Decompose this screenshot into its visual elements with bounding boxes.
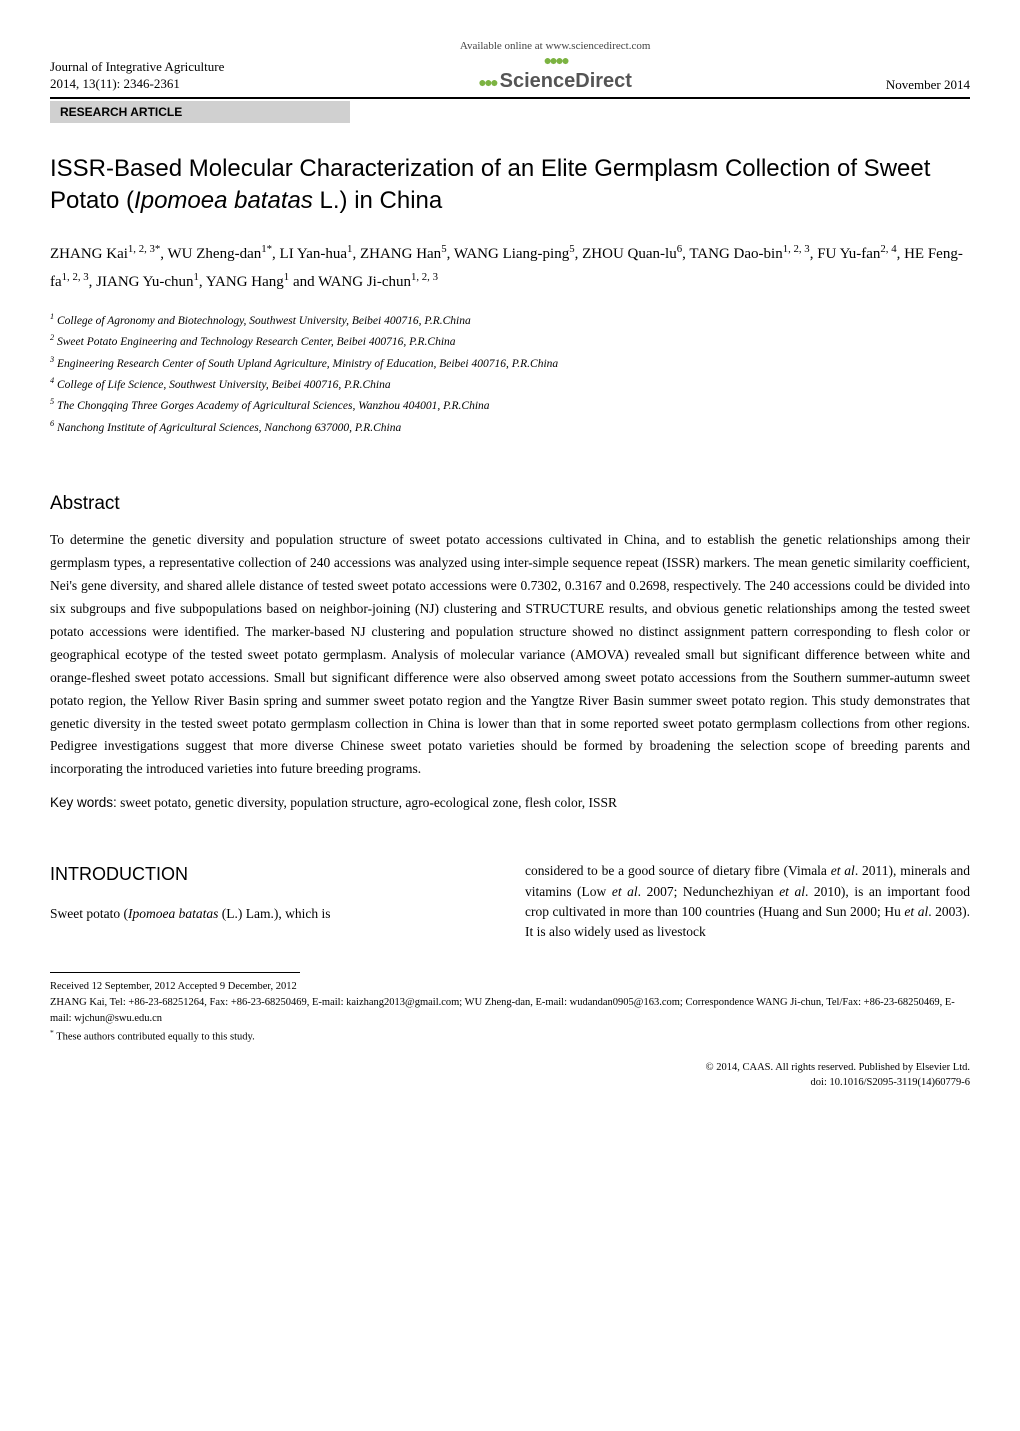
- affiliation: 6 Nanchong Institute of Agricultural Sci…: [50, 417, 970, 438]
- journal-issue: 2014, 13(11): 2346-2361: [50, 76, 224, 93]
- page-header: Journal of Integrative Agriculture 2014,…: [50, 40, 970, 99]
- received-accepted: Received 12 September, 2012 Accepted 9 D…: [50, 979, 970, 995]
- affiliation: 3 Engineering Research Center of South U…: [50, 353, 970, 374]
- journal-info: Journal of Integrative Agriculture 2014,…: [50, 59, 224, 93]
- intro-left-column: INTRODUCTION Sweet potato (Ipomoea batat…: [50, 811, 495, 942]
- abstract-text: To determine the genetic diversity and p…: [50, 529, 970, 781]
- abstract-heading: Abstract: [50, 493, 970, 515]
- keywords-text: sweet potato, genetic diversity, populat…: [117, 795, 617, 810]
- keywords-line: Key words: sweet potato, genetic diversi…: [50, 795, 970, 811]
- issue-date: November 2014: [886, 77, 970, 93]
- copyright-block: © 2014, CAAS. All rights reserved. Publi…: [50, 1061, 970, 1090]
- available-online-text: Available online at www.sciencedirect.co…: [224, 40, 886, 52]
- affiliation: 1 College of Agronomy and Biotechnology,…: [50, 310, 970, 331]
- sciencedirect-label: ScienceDirect: [500, 70, 632, 92]
- journal-name: Journal of Integrative Agriculture: [50, 59, 224, 76]
- correspondence-info: ZHANG Kai, Tel: +86-23-68251264, Fax: +8…: [50, 995, 970, 1027]
- doi-line: doi: 10.1016/S2095-3119(14)60779-6: [50, 1076, 970, 1091]
- intro-paragraph-right: considered to be a good source of dietar…: [525, 861, 970, 942]
- affiliation: 2 Sweet Potato Engineering and Technolog…: [50, 331, 970, 352]
- intro-paragraph-left: Sweet potato (Ipomoea batatas (L.) Lam.)…: [50, 904, 495, 924]
- equal-contribution-note: * These authors contributed equally to t…: [50, 1027, 970, 1045]
- author-list: ZHANG Kai1, 2, 3*, WU Zheng-dan1*, LI Ya…: [50, 240, 970, 296]
- copyright-line: © 2014, CAAS. All rights reserved. Publi…: [50, 1061, 970, 1076]
- sciencedirect-block: Available online at www.sciencedirect.co…: [224, 40, 886, 93]
- article-title: ISSR-Based Molecular Characterization of…: [50, 153, 970, 218]
- article-type-badge: RESEARCH ARTICLE: [50, 101, 350, 123]
- affiliations-block: 1 College of Agronomy and Biotechnology,…: [50, 310, 970, 438]
- footer-block: Received 12 September, 2012 Accepted 9 D…: [50, 979, 970, 1045]
- footer-divider: [50, 972, 300, 979]
- affiliation: 5 The Chongqing Three Gorges Academy of …: [50, 395, 970, 416]
- keywords-label: Key words:: [50, 795, 117, 810]
- intro-right-column: considered to be a good source of dietar…: [525, 811, 970, 942]
- affiliation: 4 College of Life Science, Southwest Uni…: [50, 374, 970, 395]
- sciencedirect-logo: ● ● ● ●● ● ● ScienceDirect: [224, 52, 886, 93]
- introduction-heading: INTRODUCTION: [50, 861, 495, 888]
